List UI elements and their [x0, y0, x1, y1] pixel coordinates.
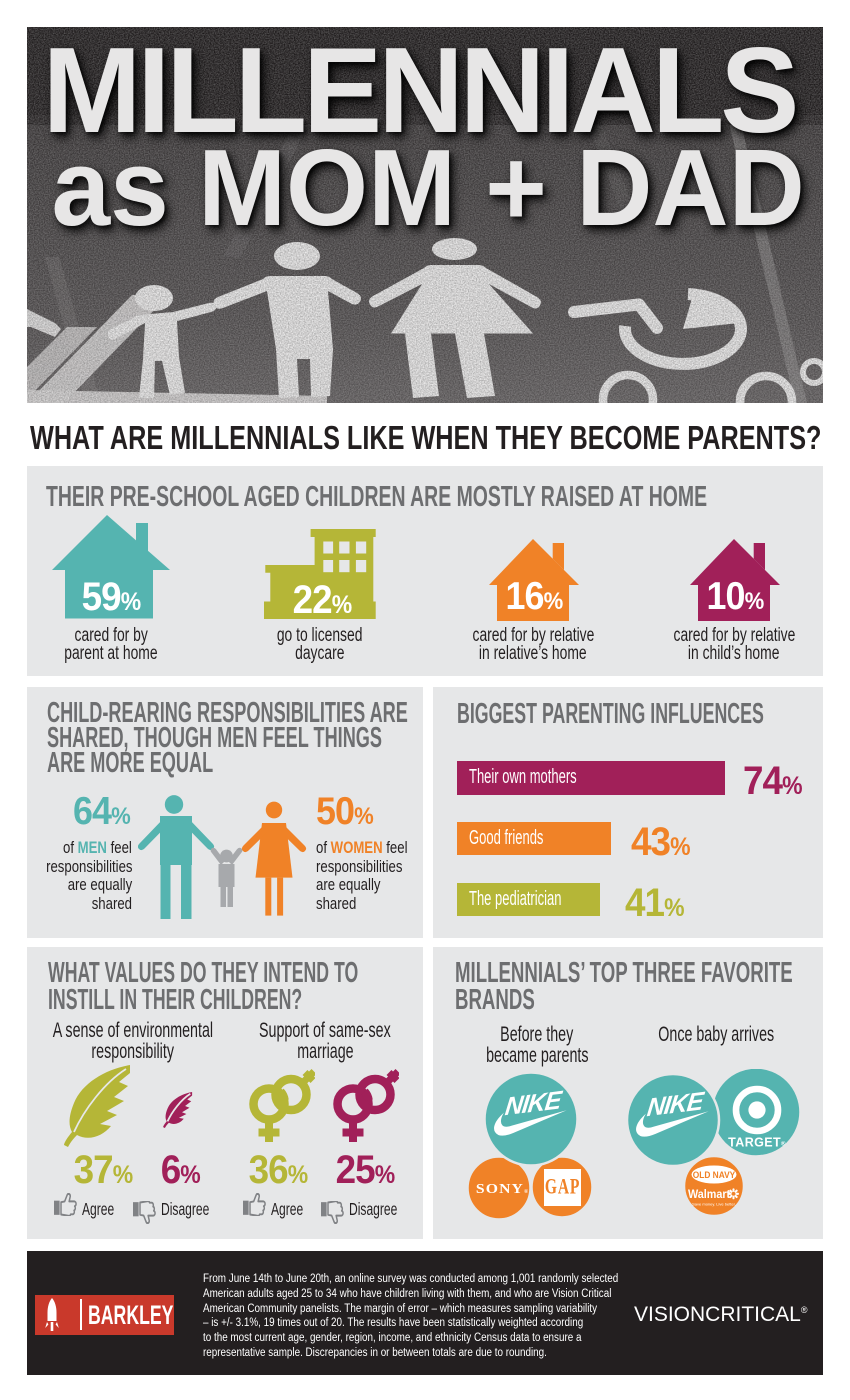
svg-text:SONY®: SONY® — [476, 1182, 529, 1197]
svg-text:OLD NAVY: OLD NAVY — [693, 1169, 736, 1180]
svg-text:Walmart: Walmart — [688, 1189, 730, 1202]
svg-text:Save money. Live better.: Save money. Live better. — [692, 1202, 736, 1207]
svg-text:TARGET®: TARGET® — [728, 1136, 786, 1150]
svg-text:GAP: GAP — [545, 1175, 580, 1199]
